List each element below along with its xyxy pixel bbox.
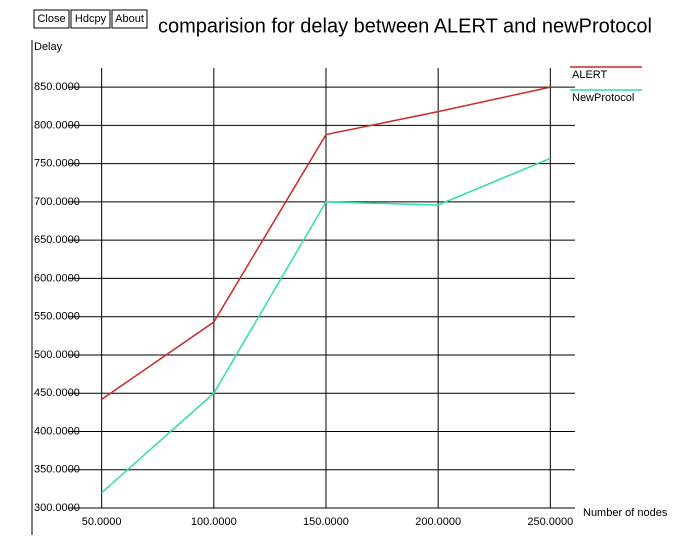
x-tick-label: 50.0000 [82, 516, 122, 528]
series-line [101, 86, 551, 400]
x-axis-label: Number of nodes [583, 507, 668, 519]
legend-label: NewProtocol [572, 92, 634, 104]
close-button[interactable]: Close [33, 9, 70, 29]
x-tick-label: 200.0000 [415, 516, 461, 528]
button-label[interactable]: About [115, 13, 144, 25]
series-line [101, 157, 551, 494]
y-axis-label: Delay [34, 41, 63, 53]
chart-title: comparision for delay between ALERT and … [158, 15, 652, 37]
button-label[interactable]: Close [37, 13, 65, 25]
y-tick-label: 800.0000 [34, 119, 80, 131]
y-tick-label: 350.0000 [34, 464, 80, 476]
legend-label: ALERT [572, 69, 608, 81]
y-tick-label: 550.0000 [34, 311, 80, 323]
y-tick-label: 400.0000 [34, 425, 80, 437]
y-tick-label: 850.0000 [34, 81, 80, 93]
y-tick-label: 650.0000 [34, 234, 80, 246]
y-tick-label: 600.0000 [34, 272, 80, 284]
hdcpy-button[interactable]: Hdcpy [70, 9, 111, 29]
about-button[interactable]: About [111, 9, 148, 29]
y-tick-label: 300.0000 [34, 502, 80, 514]
x-tick-label: 150.0000 [303, 516, 349, 528]
y-tick-label: 700.0000 [34, 196, 80, 208]
y-tick-label: 500.0000 [34, 349, 80, 361]
x-tick-label: 100.0000 [191, 516, 237, 528]
y-tick-label: 450.0000 [34, 387, 80, 399]
button-label[interactable]: Hdcpy [75, 13, 107, 25]
y-tick-label: 750.0000 [34, 158, 80, 170]
x-tick-label: 250.0000 [527, 516, 573, 528]
